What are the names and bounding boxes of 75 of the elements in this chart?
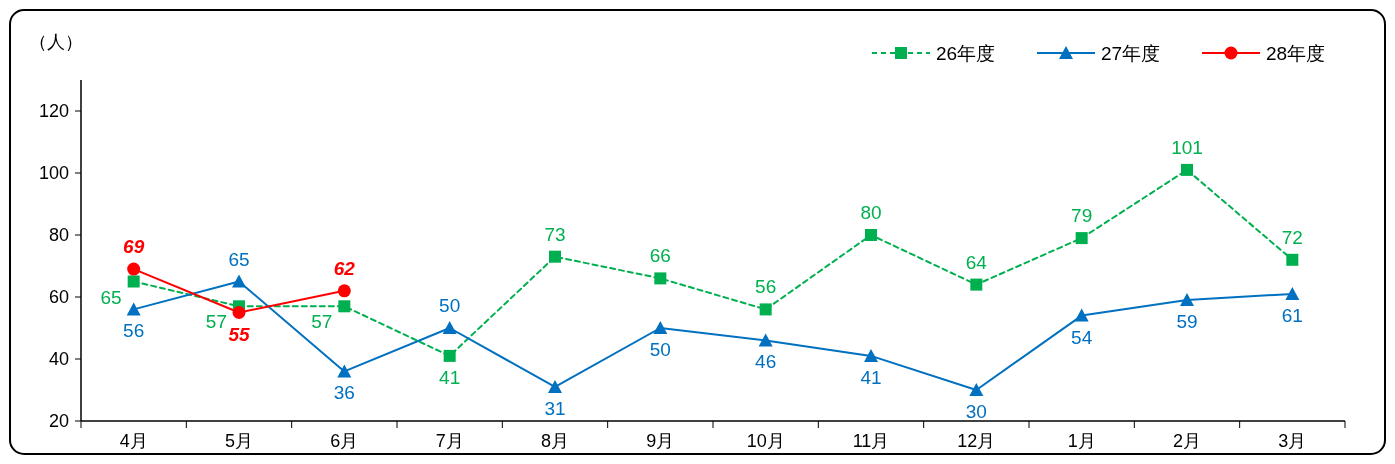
data-label: 56 (123, 320, 145, 342)
x-tick-label: 10月 (746, 431, 785, 451)
data-label: 66 (649, 245, 671, 267)
x-tick-label: 5月 (224, 431, 254, 451)
point (1285, 286, 1300, 300)
x-tick-label: 4月 (119, 431, 148, 451)
data-label: 59 (1176, 311, 1198, 333)
x-tick-label: 8月 (540, 431, 570, 451)
data-label: 72 (1281, 226, 1303, 248)
point (337, 284, 351, 298)
data-label: 36 (333, 382, 355, 404)
data-label: 55 (228, 323, 250, 345)
point (1180, 293, 1194, 307)
point (864, 348, 878, 362)
point (548, 379, 562, 393)
point (1181, 163, 1193, 176)
data-label: 31 (544, 397, 566, 419)
point (970, 278, 983, 291)
point (758, 333, 773, 347)
point (338, 300, 351, 313)
data-label: 50 (649, 339, 671, 360)
data-label: 46 (755, 351, 777, 373)
legend-label: 26年度 (936, 42, 996, 64)
point (969, 383, 984, 396)
point (1286, 253, 1299, 266)
data-label: 54 (1071, 326, 1093, 348)
x-tick-label: 11月 (852, 431, 890, 451)
data-label: 50 (439, 295, 461, 316)
point (232, 306, 246, 319)
point (654, 272, 667, 285)
data-label: 41 (439, 366, 461, 388)
point (337, 364, 352, 378)
point (127, 262, 141, 276)
data-label: 79 (1071, 205, 1093, 227)
data-label: 41 (860, 366, 882, 388)
legend-label: 28年度 (1266, 42, 1326, 64)
point (549, 250, 561, 263)
data-label: 62 (333, 257, 356, 279)
data-label: 65 (228, 248, 250, 270)
y-axis-title: （人） (29, 32, 83, 52)
point (653, 321, 668, 334)
data-label: 30 (965, 401, 987, 422)
data-label: 57 (205, 311, 227, 333)
x-tick-label: 9月 (646, 431, 675, 451)
y-tick-label: 100 (38, 163, 69, 184)
point (1074, 308, 1089, 322)
y-tick-label: 20 (48, 411, 69, 432)
data-label: 56 (755, 276, 777, 298)
y-tick-label: 60 (48, 287, 69, 308)
point (126, 302, 141, 316)
x-tick-label: 6月 (330, 431, 359, 451)
y-tick-label: 40 (48, 349, 69, 370)
point (865, 229, 877, 241)
point (127, 275, 140, 288)
x-tick-label: 7月 (435, 431, 464, 451)
x-tick-label: 12月 (957, 431, 996, 451)
point (443, 349, 456, 362)
y-tick-label: 80 (48, 225, 69, 246)
legend-label: 27年度 (1101, 42, 1161, 64)
x-tick-label: 3月 (1278, 431, 1307, 451)
data-label: 65 (100, 286, 122, 308)
data-label: 80 (860, 202, 882, 223)
data-label: 69 (123, 236, 145, 258)
point (232, 274, 246, 288)
data-label: 61 (1281, 304, 1303, 326)
point (759, 303, 772, 316)
x-tick-label: 2月 (1172, 431, 1202, 451)
point (442, 321, 457, 334)
point (1075, 232, 1088, 245)
y-tick-label: 120 (38, 101, 69, 122)
data-label: 73 (544, 223, 566, 245)
data-label: 64 (965, 251, 988, 273)
data-label: 101 (1171, 136, 1203, 158)
x-tick-label: 1月 (1067, 431, 1096, 451)
data-label: 57 (311, 311, 333, 333)
